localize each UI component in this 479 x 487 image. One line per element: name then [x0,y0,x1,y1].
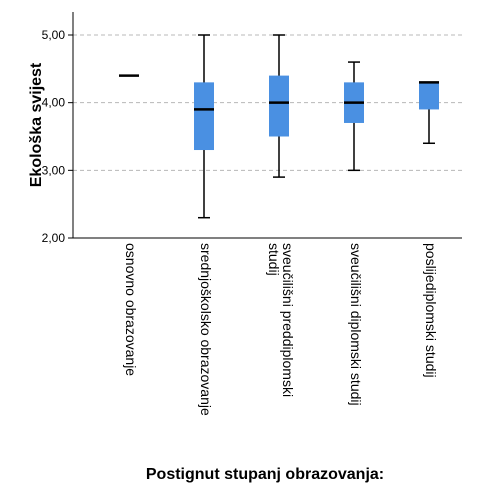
box-group [194,34,214,219]
x-tick-labels: osnovno obrazovanje srednjoškolsko obrazo… [123,243,439,416]
y-tick-label: 2,00 [42,231,66,245]
grid-lines [73,34,462,171]
x-tick-label: srednjoškolsko obrazovanje [198,243,214,416]
x-tick-label: sveučilišni diplomski studij [348,243,364,406]
y-axis-label: Ekološka svijest [28,62,45,187]
x-tick-label: studij [266,243,282,276]
y-tick-label: 4,00 [42,96,66,110]
box-group [269,34,289,178]
x-axis-label: Postignut stupanj obrazovanja: [146,466,384,483]
y-tick-label: 5,00 [42,28,66,42]
x-tick-label: poslijediplomski studij [423,243,439,378]
axes [72,12,462,239]
boxes [119,34,439,219]
box-group [419,81,439,145]
iqr-box [269,75,289,137]
x-tick-label: sveučilišni preddiplomski [280,243,296,397]
y-ticks: 2,00 3,00 4,00 5,00 [42,28,73,245]
iqr-box [419,82,439,110]
iqr-box [194,82,214,151]
box-group [344,61,364,172]
y-tick-label: 3,00 [42,163,66,177]
x-tick-label: osnovno obrazovanje [123,243,139,376]
